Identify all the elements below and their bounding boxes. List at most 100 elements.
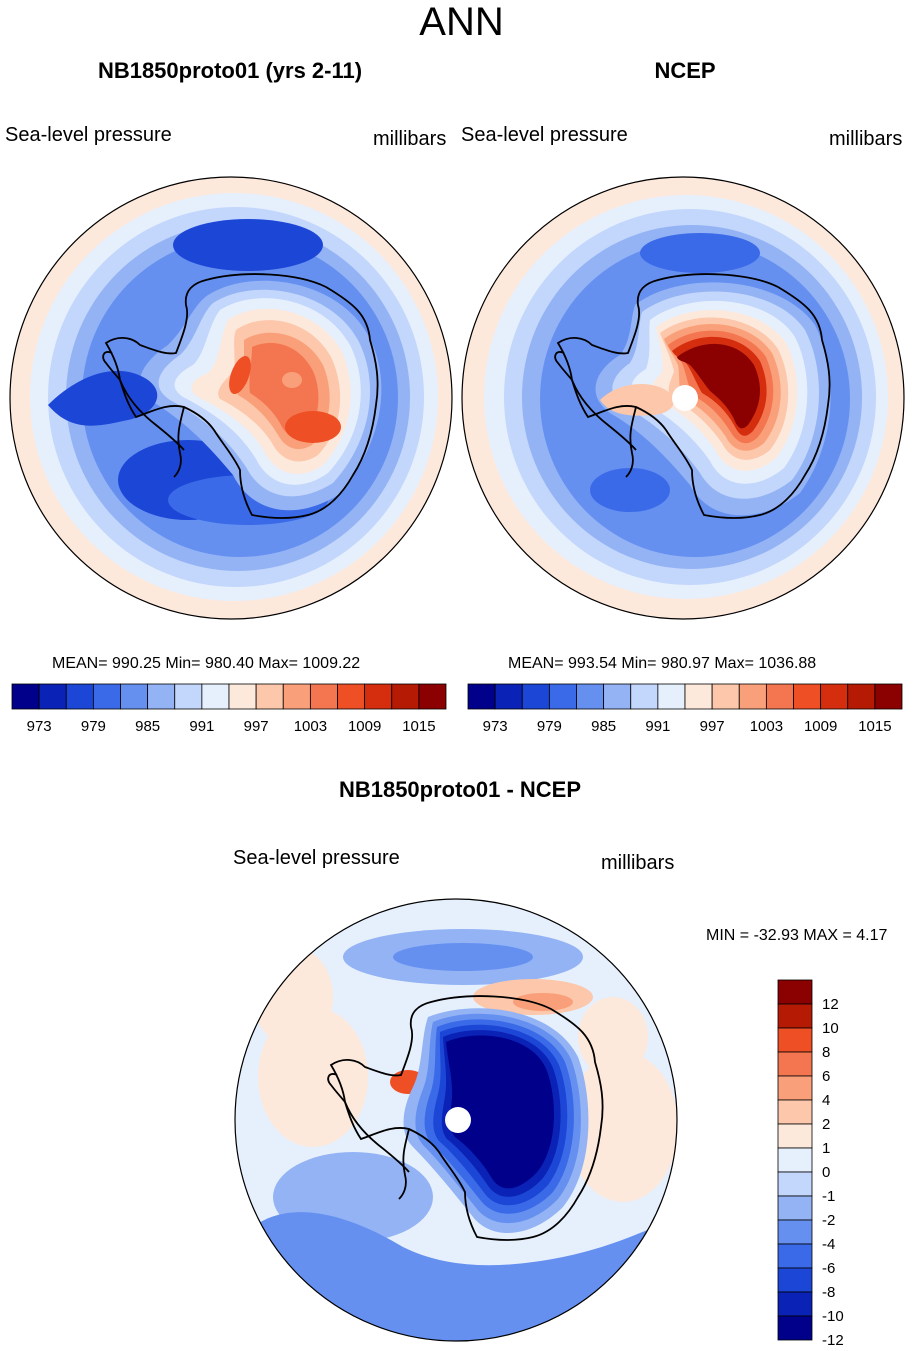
model-colorbar-tick-label: 1003 [294, 718, 327, 735]
obs-colorbar-swatch [576, 683, 605, 710]
obs-colorbar-tick-label: 973 [483, 718, 508, 735]
diff-colorbar-tick-label: -4 [822, 1236, 835, 1253]
obs-colorbar-tick-label: 979 [537, 718, 562, 735]
model-polar-map [9, 176, 453, 620]
figure-title: ANN [419, 0, 504, 44]
model-colorbar-tick-label: 1015 [402, 718, 435, 735]
diff-colorbar-swatch [777, 1003, 813, 1029]
model-colorbar-swatch [309, 683, 338, 710]
model-colorbar-tick-label: 979 [81, 718, 106, 735]
model-slp-field [10, 177, 452, 619]
obs-colorbar: 973 979 985 991 997 1003 1009 1015 [467, 683, 903, 735]
model-colorbar-tick-label: 991 [189, 718, 214, 735]
diff-colorbar-tick-label: -8 [822, 1284, 835, 1301]
diff-colorbar-swatch [777, 1315, 813, 1341]
model-panel-title: NB1850proto01 (yrs 2-11) [97, 58, 363, 83]
model-colorbar-swatch [120, 683, 149, 710]
obs-colorbar-swatch [684, 683, 713, 710]
obs-colorbar-swatch [793, 683, 822, 710]
model-colorbar-swatch [201, 683, 230, 710]
diff-panel-title: NB1850proto01 - NCEP [338, 777, 582, 802]
model-colorbar-swatch [255, 683, 284, 710]
obs-variable-label: Sea-level pressure [461, 124, 628, 146]
model-colorbar-swatch [38, 683, 67, 710]
obs-colorbar-swatch [548, 683, 577, 710]
model-colorbar-tick-label: 997 [244, 718, 269, 735]
diff-variable-label: Sea-level pressure [233, 847, 400, 869]
diff-colorbar-swatch [777, 1219, 813, 1245]
obs-colorbar-swatch [603, 683, 632, 710]
obs-colorbar-swatch [630, 683, 659, 710]
obs-colorbar-swatch [847, 683, 876, 710]
diff-colorbar-swatch [777, 1291, 813, 1317]
model-colorbar-swatch [228, 683, 257, 710]
diff-units-label: millibars [601, 852, 675, 874]
obs-map-border [461, 176, 905, 620]
obs-colorbar-tick-label: 991 [645, 718, 670, 735]
obs-colorbar-tick-label: 1015 [858, 718, 891, 735]
model-colorbar-swatch [147, 683, 176, 710]
model-colorbar-swatch [92, 683, 121, 710]
model-units-label: millibars [373, 128, 447, 150]
diff-colorbar-swatch [777, 1099, 813, 1125]
diff-colorbar-tick-label: 2 [822, 1116, 830, 1133]
diff-colorbar-swatch [777, 1243, 813, 1269]
model-colorbar-tick-label: 985 [135, 718, 160, 735]
obs-colorbar-swatch [467, 683, 496, 710]
obs-colorbar-tick-label: 997 [700, 718, 725, 735]
obs-colorbar-tick-label: 985 [591, 718, 616, 735]
model-colorbar-swatch [418, 683, 447, 710]
diff-map-border [234, 898, 678, 1342]
obs-colorbar-swatch [494, 683, 523, 710]
obs-colorbar-swatch [657, 683, 686, 710]
diff-colorbar-tick-label: -1 [822, 1188, 835, 1205]
obs-colorbar-swatch [874, 683, 903, 710]
obs-colorbar-tick-label: 1003 [750, 718, 783, 735]
diff-colorbar-tick-label: -10 [822, 1308, 844, 1325]
model-colorbar-swatch [337, 683, 366, 710]
diff-colorbar-tick-label: 10 [822, 1020, 839, 1037]
model-colorbar-swatch [11, 683, 40, 710]
model-variable-label: Sea-level pressure [5, 124, 172, 146]
diff-minmax: MIN = -32.93 MAX = 4.17 [706, 927, 888, 944]
model-colorbar-swatch [391, 683, 420, 710]
model-colorbar-tick-label: 1009 [348, 718, 381, 735]
diff-colorbar-tick-label: -6 [822, 1260, 835, 1277]
obs-colorbar-swatch [765, 683, 794, 710]
obs-slp-field [462, 177, 904, 619]
obs-units-label: millibars [829, 128, 903, 150]
obs-colorbar-swatch [711, 683, 740, 710]
diff-colorbar-tick-label: 0 [822, 1164, 830, 1181]
obs-colorbar-tick-label: 1009 [804, 718, 837, 735]
diff-colorbar-swatch [777, 1267, 813, 1293]
diff-colorbar-swatch [777, 1123, 813, 1149]
diff-colorbar-swatch [777, 1147, 813, 1173]
diff-coastline [327, 995, 604, 1241]
diff-colorbar-tick-label: 8 [822, 1044, 830, 1061]
diff-colorbar-swatch [777, 1051, 813, 1077]
obs-colorbar-swatch [738, 683, 767, 710]
diff-colorbar-swatch [777, 1171, 813, 1197]
diff-colorbar-swatch [777, 979, 813, 1005]
model-coastline [102, 273, 379, 519]
model-colorbar-swatch [174, 683, 203, 710]
diff-slp-field [235, 899, 677, 1341]
model-colorbar-swatch [282, 683, 311, 710]
diff-colorbar-swatch [777, 1075, 813, 1101]
obs-stats: MEAN= 993.54 Min= 980.97 Max= 1036.88 [508, 655, 817, 672]
model-colorbar-tick-label: 973 [27, 718, 52, 735]
diff-colorbar-tick-label: -2 [822, 1212, 835, 1229]
diff-colorbar-swatch [777, 1195, 813, 1221]
obs-colorbar-swatch [820, 683, 849, 710]
diff-colorbar-tick-label: 1 [822, 1140, 830, 1157]
diff-colorbar-tick-label: 12 [822, 996, 839, 1013]
model-stats: MEAN= 990.25 Min= 980.40 Max= 1009.22 [52, 655, 361, 672]
diff-polar-map [234, 898, 678, 1342]
model-map-border [9, 176, 453, 620]
diff-colorbar-tick-label: -12 [822, 1332, 844, 1349]
obs-colorbar-swatch [521, 683, 550, 710]
diff-colorbar-tick-label: 4 [822, 1092, 830, 1109]
diff-colorbar-tick-label: 6 [822, 1068, 830, 1085]
diff-colorbar-swatch [777, 1027, 813, 1053]
